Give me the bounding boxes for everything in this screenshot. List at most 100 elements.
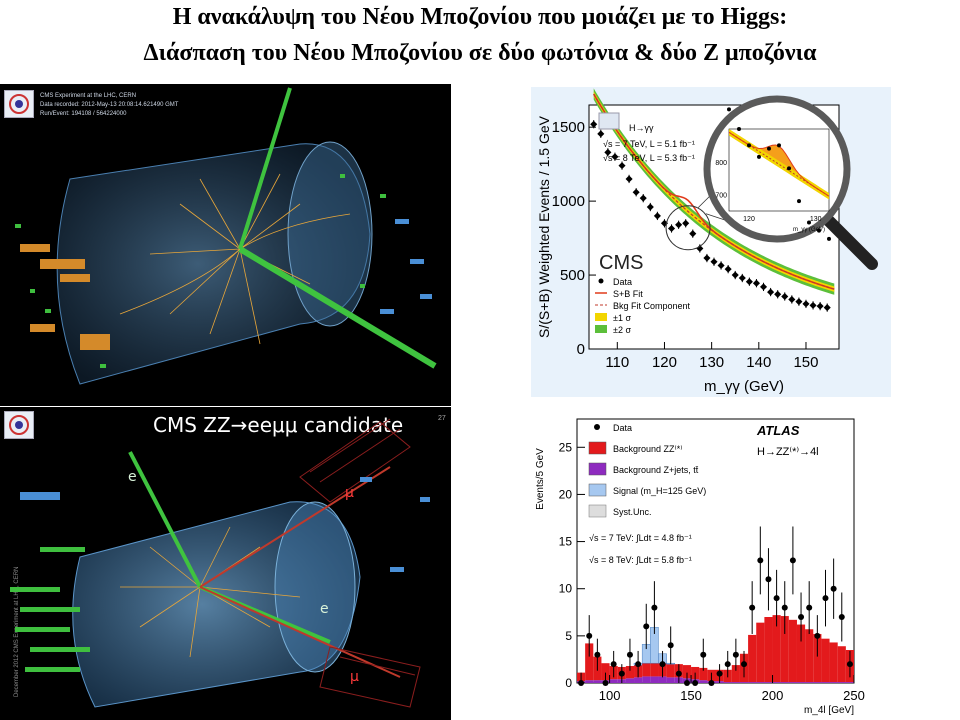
legend-label: ±2 σ (613, 325, 631, 335)
legend-label: Background ZZ⁽*⁾ (613, 444, 682, 454)
legend-label: Data (613, 423, 632, 433)
zoom-data-point (817, 228, 821, 233)
data-point (646, 203, 654, 211)
zoom-data-point (797, 199, 801, 204)
energy-label-1: √s = 7 TeV, L = 5.1 fb⁻¹ (603, 139, 695, 149)
data-point (710, 258, 718, 266)
data-point (586, 632, 593, 639)
y-tick-label: 10 (559, 582, 573, 596)
muon-label-2: μ (350, 669, 359, 685)
zoom-data-point (807, 220, 811, 225)
data-point (708, 680, 715, 686)
atlas-label: ATLAS (756, 423, 800, 438)
legend-label: S+B Fit (613, 289, 643, 299)
zoom-data-point (777, 143, 781, 148)
data-point (696, 244, 704, 252)
bar-zz (764, 617, 773, 683)
bar-zz (756, 622, 765, 683)
data-point (788, 295, 796, 303)
y-tick-label: 500 (560, 267, 585, 284)
electron-label-1: e (128, 469, 137, 485)
bar-zjets (731, 682, 740, 683)
y-tick-label: 0 (565, 676, 572, 690)
data-point (773, 595, 780, 602)
bar-zjets (748, 682, 757, 683)
bar-zz (682, 665, 692, 679)
data-point (700, 651, 707, 658)
zoom-region-circle (665, 205, 711, 251)
x-tick-label: 250 (843, 688, 865, 703)
bar-zjets (829, 682, 838, 683)
legend-marker-2sigma (595, 325, 607, 333)
data-point (643, 623, 650, 630)
muon-label-1: μ (345, 485, 354, 501)
legend-label: Data (613, 277, 632, 287)
data-point (765, 576, 772, 583)
bar-zz (805, 629, 814, 683)
zoom-data-point (727, 107, 731, 112)
data-point (814, 632, 821, 639)
data-point (752, 279, 760, 287)
zoom-data-point (747, 143, 751, 148)
legend-marker-1sigma (595, 313, 607, 321)
data-point (838, 614, 845, 620)
y-tick-label: 15 (559, 535, 573, 549)
data-point (816, 302, 824, 310)
data-point (798, 614, 805, 620)
data-point (618, 670, 625, 677)
cms-diphoton-event-display: CMS Experiment at the LHC, CERN Data rec… (0, 84, 451, 406)
event-header-line-1: CMS Experiment at the LHC, CERN (40, 93, 137, 99)
data-point (724, 265, 732, 273)
slide-title-line-2: Διάσπαση του Νέου Μποζονίου σε δύο φωτόν… (143, 40, 817, 66)
bar-zz (821, 638, 830, 683)
bar-zz (642, 663, 651, 677)
data-point (716, 670, 723, 677)
x-tick-label: 140 (746, 354, 771, 371)
data-point (610, 661, 617, 668)
data-point (653, 212, 661, 220)
zoom-x-tick-label: 130 (810, 216, 822, 223)
data-point (659, 661, 666, 668)
data-point (830, 585, 837, 592)
bar-zjets (845, 682, 854, 683)
data-point (683, 680, 690, 686)
cms-logo-2 (4, 411, 34, 439)
y-tick-label: 0 (577, 341, 585, 358)
bar-zz (699, 667, 708, 681)
event-header-line-2: Data recorded: 2012-May-13 20:08:14.6214… (40, 102, 179, 108)
bar-zz (780, 616, 789, 683)
data-point (675, 670, 682, 677)
zoom-y-tick-label: 700 (715, 193, 727, 200)
cms-logo (4, 90, 34, 118)
bar-zjets (658, 676, 667, 683)
y-tick-label: 25 (559, 440, 573, 454)
bar-zjets (772, 682, 781, 683)
event-header-line-3: Run/Event: 194108 / 564224000 (40, 111, 127, 117)
data-point (741, 661, 748, 668)
bar-zjets (821, 682, 830, 683)
zoom-data-point (827, 236, 831, 241)
corner-number: 27 (438, 415, 446, 422)
y-tick-label: 1000 (552, 193, 585, 210)
cms-label: CMS (599, 252, 643, 274)
legend-marker-syst (588, 504, 607, 518)
zoom-x-label: m_γγ (GeV) (793, 227, 825, 233)
detector-graphic (15, 87, 437, 385)
zoom-data-point (737, 127, 741, 131)
atlas-4l-chart: 100 150 200 250 0 5 10 15 20 25 m_4l [GeV] Events/5… (531, 405, 879, 717)
slide-title-line-1: Η ανακάλυψη του Νέου Μποζονίου που μοιάζ… (172, 4, 788, 30)
legend-label: Bkg Fit Component (613, 301, 691, 311)
data-point (738, 274, 746, 282)
data-point (604, 148, 612, 156)
data-point (732, 651, 739, 658)
bar-zjets (666, 677, 675, 683)
data-point (668, 224, 676, 233)
data-point (682, 219, 690, 227)
data-point (846, 661, 853, 668)
bar-zjets (739, 682, 749, 683)
bar-zz (601, 663, 610, 681)
bar-zjets (756, 682, 765, 683)
data-point (590, 120, 598, 128)
data-point (667, 642, 674, 649)
